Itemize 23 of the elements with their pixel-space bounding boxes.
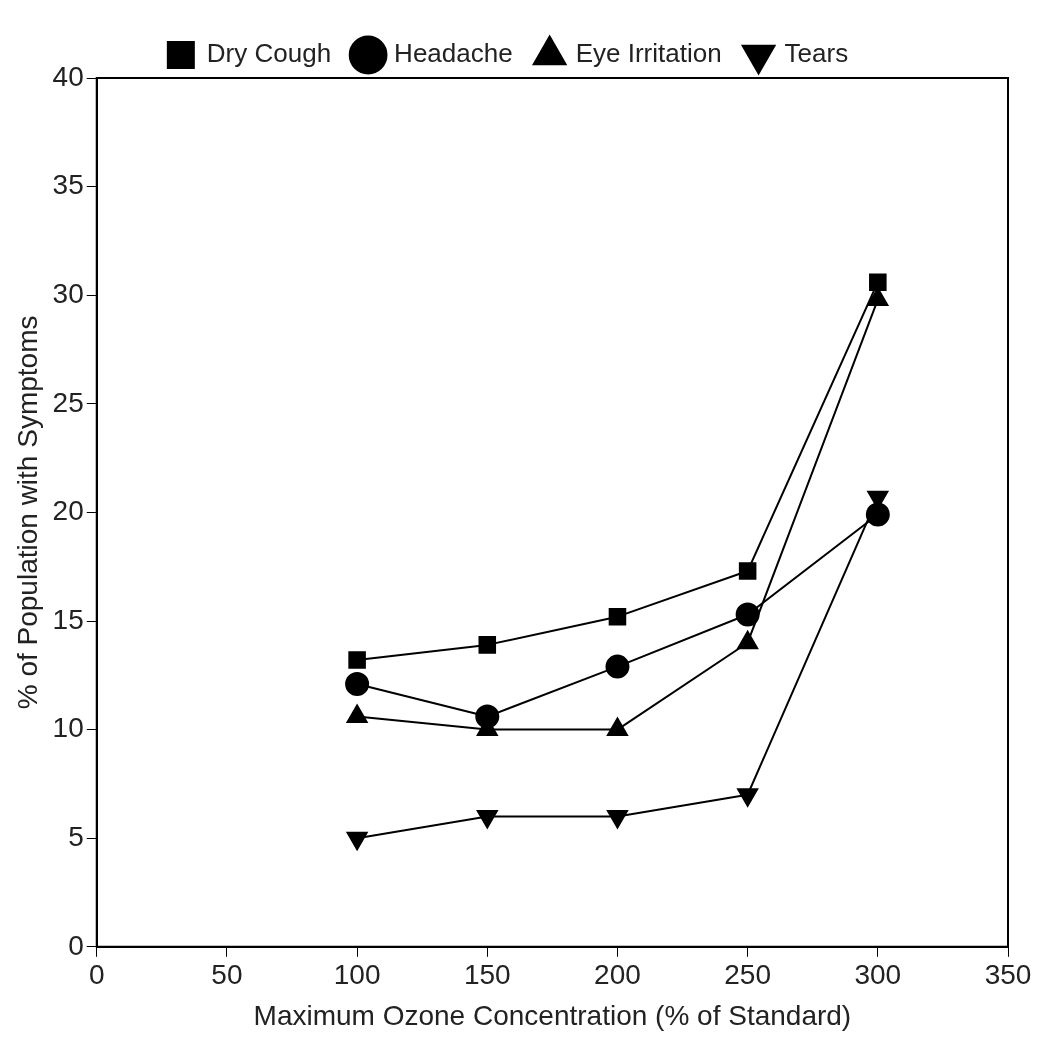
- y-tick-label: 10: [52, 712, 84, 744]
- y-tick-label: 35: [52, 169, 84, 201]
- y-tick-label: 25: [52, 386, 84, 418]
- x-axis-title: Maximum Ozone Concentration (% of Standard): [253, 999, 852, 1031]
- legend-label: Tears: [784, 38, 849, 69]
- x-tick-label: 200: [594, 959, 641, 991]
- y-axis-title: % of Population with Symptoms: [11, 315, 43, 710]
- legend-label: Headache: [394, 38, 513, 69]
- legend-label: Eye Irritation: [575, 38, 722, 69]
- y-tick-label: 30: [52, 277, 84, 309]
- x-tick-label: 150: [463, 959, 511, 991]
- x-tick-label: 0: [88, 959, 105, 991]
- x-tick-label: 250: [724, 959, 771, 991]
- legend-label: Dry Cough: [206, 38, 332, 69]
- x-tick-label: 300: [854, 959, 902, 991]
- y-tick-label: 5: [68, 820, 84, 852]
- y-tick-label: 20: [52, 495, 84, 527]
- y-tick-label: 0: [68, 929, 84, 961]
- y-tick-label: 15: [52, 603, 84, 635]
- x-tick-label: 100: [333, 959, 381, 991]
- y-tick-label: 40: [52, 60, 84, 92]
- x-tick-label: 50: [211, 959, 243, 991]
- x-tick-label: 350: [984, 959, 1032, 991]
